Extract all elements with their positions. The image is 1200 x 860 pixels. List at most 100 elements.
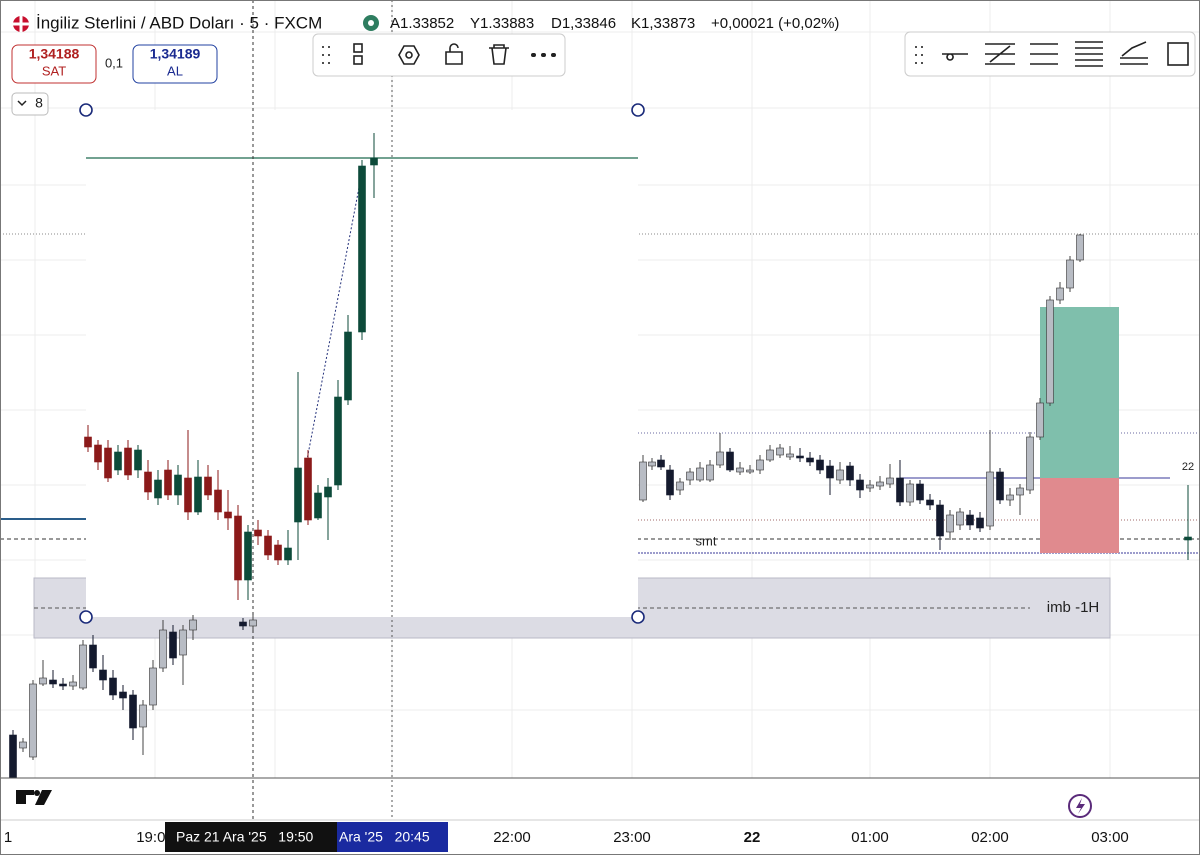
- ohlc-high: Y1.33883: [470, 15, 534, 32]
- market-status-dot: [368, 20, 374, 26]
- candle-body: [274, 544, 282, 561]
- candle-body: [304, 457, 312, 521]
- candle-body: [224, 511, 232, 519]
- candle-body: [856, 479, 864, 491]
- tool-pattern[interactable]: [1120, 41, 1148, 65]
- time-label: 22:00: [493, 829, 531, 846]
- candle-body: [816, 459, 824, 471]
- drag-handle[interactable]: [915, 46, 923, 64]
- candle-body: [204, 476, 212, 496]
- smt-label: smt: [696, 533, 717, 548]
- candle-body: [294, 467, 302, 523]
- drawing-toolbar: [312, 33, 566, 77]
- loss-zone[interactable]: [1040, 478, 1119, 553]
- buy-button[interactable]: [132, 44, 218, 84]
- flag-cross: [13, 16, 29, 32]
- candle-body: [1076, 234, 1084, 261]
- time-axis: 1 19:00 22:00 23:00 22 01:00 02:00 03:00: [4, 829, 1129, 846]
- candle-body: [1016, 487, 1024, 496]
- candle-body: [149, 667, 157, 706]
- candle-body: [696, 467, 704, 481]
- handle[interactable]: [631, 103, 645, 117]
- candle-body: [786, 453, 794, 458]
- candle-body: [736, 467, 744, 473]
- handle[interactable]: [631, 610, 645, 624]
- candle-body: [249, 619, 257, 627]
- candle-body: [776, 447, 784, 456]
- candle-body: [716, 451, 724, 466]
- candle-body: [926, 499, 934, 506]
- candle-body: [234, 515, 242, 581]
- tool-fib[interactable]: [985, 43, 1015, 65]
- candle-body: [756, 459, 764, 471]
- candle-body: [796, 455, 804, 459]
- candle-body: [84, 436, 92, 448]
- time-label: 03:00: [1091, 829, 1129, 846]
- candle-body: [906, 483, 914, 503]
- candle-body: [39, 677, 47, 685]
- candle-body: [254, 529, 262, 537]
- right-label: 22: [1182, 461, 1194, 473]
- candle-body: [89, 644, 97, 669]
- flash-button[interactable]: [1068, 794, 1092, 818]
- tool-levels[interactable]: [1075, 41, 1103, 67]
- tool-icons: [915, 41, 1189, 67]
- icon-settings[interactable]: [398, 45, 420, 65]
- chevron: [17, 100, 27, 107]
- icon-delete[interactable]: [489, 44, 509, 65]
- candle-body: [119, 691, 127, 699]
- candle-body: [886, 477, 894, 485]
- candle-body: [1056, 287, 1064, 301]
- flash-circle[interactable]: [1068, 794, 1092, 818]
- candle-body: [976, 517, 984, 529]
- drag-handle[interactable]: [322, 46, 330, 64]
- tool-rectangle[interactable]: [1167, 42, 1189, 66]
- icon-add[interactable]: [353, 55, 363, 65]
- candles: [9, 133, 1192, 779]
- candle-body: [324, 486, 332, 498]
- candle-body: [79, 644, 87, 689]
- candle-body: [657, 459, 665, 468]
- candle-body: [109, 677, 117, 696]
- candle-body: [1184, 536, 1192, 541]
- candle-body: [1036, 402, 1044, 438]
- candle-body: [639, 461, 647, 501]
- logo-part: [34, 790, 40, 796]
- sell-button[interactable]: [11, 44, 97, 84]
- cursor-time-box: [337, 822, 448, 852]
- handle[interactable]: [79, 103, 93, 117]
- icon-add[interactable]: [353, 43, 363, 53]
- tool-line[interactable]: [942, 53, 968, 61]
- selection-handles[interactable]: [79, 103, 645, 624]
- candle-body: [846, 465, 854, 481]
- sell-label: SAT: [42, 63, 66, 78]
- candle-body: [334, 396, 342, 486]
- candle-body: [244, 531, 252, 581]
- candle-body: [169, 631, 177, 659]
- ohlc-change: +0,00021 (+0,02%): [711, 15, 839, 32]
- tool-channel[interactable]: [1030, 43, 1058, 65]
- candle-body: [19, 741, 27, 749]
- logo-part: [35, 790, 52, 805]
- time-label: 1: [4, 829, 12, 846]
- spread: 0,1: [105, 55, 123, 70]
- candle-body: [666, 469, 674, 496]
- candle-body: [174, 474, 182, 496]
- symbol-title: İngiliz Sterlini / ABD Doları · 5 · FXCM: [36, 13, 322, 32]
- candle-body: [144, 471, 152, 493]
- collapse-count: 8: [35, 95, 43, 111]
- candle-body: [29, 683, 37, 758]
- candle-body: [139, 704, 147, 728]
- candle-body: [686, 471, 694, 481]
- candle-body: [159, 629, 167, 669]
- handle[interactable]: [79, 610, 93, 624]
- imbalance-label: imb -1H: [1047, 599, 1100, 616]
- cursor-time: Paz 21 Ara '25 19:50: [176, 829, 314, 845]
- icon-lock[interactable]: [445, 43, 463, 65]
- collapse-button[interactable]: [11, 92, 49, 116]
- candle-body: [194, 476, 202, 513]
- candle-body: [1026, 436, 1034, 491]
- candle-body: [358, 165, 366, 333]
- candle-body: [164, 469, 172, 496]
